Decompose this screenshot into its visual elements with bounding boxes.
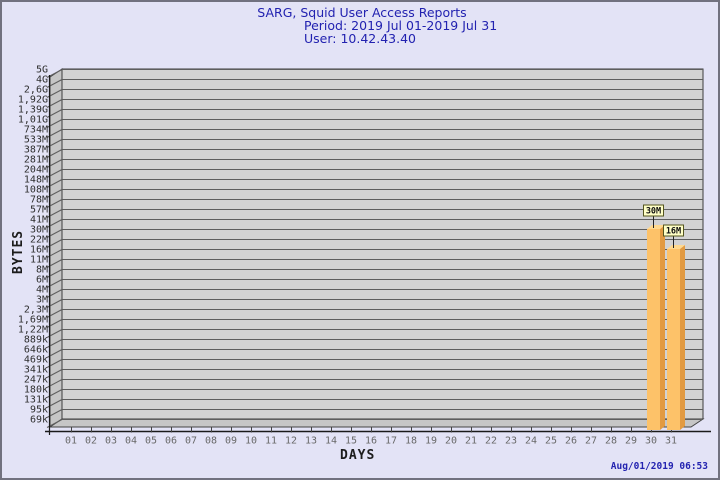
y-tick-label: 148M: [24, 175, 48, 186]
y-tick-label: 734M: [24, 125, 48, 136]
y-tick-label: 16M: [30, 245, 48, 256]
y-tick-label: 1,22M: [18, 325, 48, 336]
y-tick-label: 1,92G: [18, 95, 48, 106]
y-tick-label: 2,3M: [24, 305, 48, 316]
x-tick-label: 24: [525, 436, 537, 447]
x-tick-label: 05: [145, 436, 157, 447]
y-tick-label: 11M: [30, 255, 48, 266]
generated-timestamp: Aug/01/2019 06:53: [610, 461, 708, 472]
y-axis-title: BYTES: [11, 229, 26, 274]
y-tick-label: 1,39G: [18, 105, 48, 116]
x-tick-label: 14: [325, 436, 337, 447]
y-tick-label: 204M: [24, 165, 48, 176]
x-tick-label: 09: [225, 436, 237, 447]
x-tick-label: 20: [445, 436, 457, 447]
y-tick-label: 57M: [30, 205, 48, 216]
x-tick-label: 12: [285, 436, 297, 447]
y-tick-labels: 5G4G2,6G1,92G1,39G1,01G734M533M387M281M2…: [18, 65, 48, 426]
bar-side-face: [660, 225, 665, 430]
bar-day-31: [667, 249, 680, 430]
x-tick-label: 01: [65, 436, 77, 447]
y-tick-label: 889k: [24, 335, 48, 346]
x-tick-label: 19: [425, 436, 437, 447]
y-tick-label: 69k: [30, 415, 48, 426]
x-tick-label: 07: [185, 436, 197, 447]
y-tick-label: 95k: [30, 405, 48, 416]
y-tick-label: 247k: [24, 375, 48, 386]
y-tick-label: 1,01G: [18, 115, 48, 126]
x-tick-label: 10: [245, 436, 257, 447]
x-tick-label: 18: [405, 436, 417, 447]
y-tick-label: 3M: [36, 295, 48, 306]
x-tick-label: 21: [465, 436, 477, 447]
callout-box: [643, 204, 664, 217]
y-tick-label: 5G: [36, 65, 48, 76]
y-tick-label: 387M: [24, 145, 48, 156]
plot-panel: [61, 68, 704, 420]
y-tick-label: 646k: [24, 345, 48, 356]
x-tick-layer: [71, 427, 672, 433]
x-tick-label: 30: [645, 436, 657, 447]
plot-floor: [48, 418, 705, 428]
x-axis-title: DAYS: [340, 448, 376, 463]
y-tick-label: 4M: [36, 285, 48, 296]
bars-layer: [647, 225, 685, 430]
x-tick-label: 08: [205, 436, 217, 447]
bar-top-face: [647, 225, 665, 229]
x-tick-label: 16: [365, 436, 377, 447]
x-tick-label: 28: [605, 436, 617, 447]
callout-value-label: 30M: [646, 207, 661, 217]
y-tick-label: 341k: [24, 365, 48, 376]
callout-value-label: 16M: [666, 227, 681, 237]
x-tick-label: 27: [585, 436, 597, 447]
x-tick-label: 02: [85, 436, 97, 447]
y-tick-label: 22M: [30, 235, 48, 246]
y-tick-label: 108M: [24, 185, 48, 196]
x-tick-label: 04: [125, 436, 137, 447]
y-tick-label: 30M: [30, 225, 48, 236]
y-tick-label: 533M: [24, 135, 48, 146]
y-tick-label: 281M: [24, 155, 48, 166]
grid-layer: [62, 69, 703, 420]
x-tick-label: 11: [265, 436, 277, 447]
bar-value-callouts: 30M 16M: [643, 204, 684, 248]
y-tick-label: 78M: [30, 195, 48, 206]
bar-top-face: [667, 245, 685, 249]
y-tick-label: 131k: [24, 395, 48, 406]
y-tick-label: 6M: [36, 275, 48, 286]
bar-side-face: [680, 245, 685, 430]
x-tick-labels: 01 02 03 04 05 06 07 08 09 10 11 12 13 14 15 16 17 18 19 20…: [65, 436, 677, 447]
y-tick-label: 8M: [36, 265, 48, 276]
report-period: Period: 2019 Jul 01-2019 Jul 31: [304, 18, 498, 33]
x-tick-label: 29: [625, 436, 637, 447]
y-tick-label: 2,6G: [24, 85, 48, 96]
x-tick-label: 17: [385, 436, 397, 447]
x-tick-label: 06: [165, 436, 177, 447]
y-tick-label: 180k: [24, 385, 48, 396]
x-tick-label: 03: [105, 436, 117, 447]
page-title: SARG, Squid User Access Reports: [257, 5, 467, 20]
x-tick-label: 26: [565, 436, 577, 447]
y-tick-label: 4G: [36, 75, 48, 86]
report-user: User: 10.42.43.40: [304, 31, 416, 46]
x-tick-label: 22: [485, 436, 497, 447]
callout-box: [663, 224, 684, 237]
x-tick-label: 15: [345, 436, 357, 447]
bar-day-30: [647, 229, 660, 430]
x-tick-label: 31: [665, 436, 677, 447]
y-tick-label: 41M: [30, 215, 48, 226]
x-tick-label: 23: [505, 436, 517, 447]
y-tick-label: 1,69M: [18, 315, 48, 326]
x-tick-label: 25: [545, 436, 557, 447]
y-tick-label: 469k: [24, 355, 48, 366]
x-tick-label: 13: [305, 436, 317, 447]
